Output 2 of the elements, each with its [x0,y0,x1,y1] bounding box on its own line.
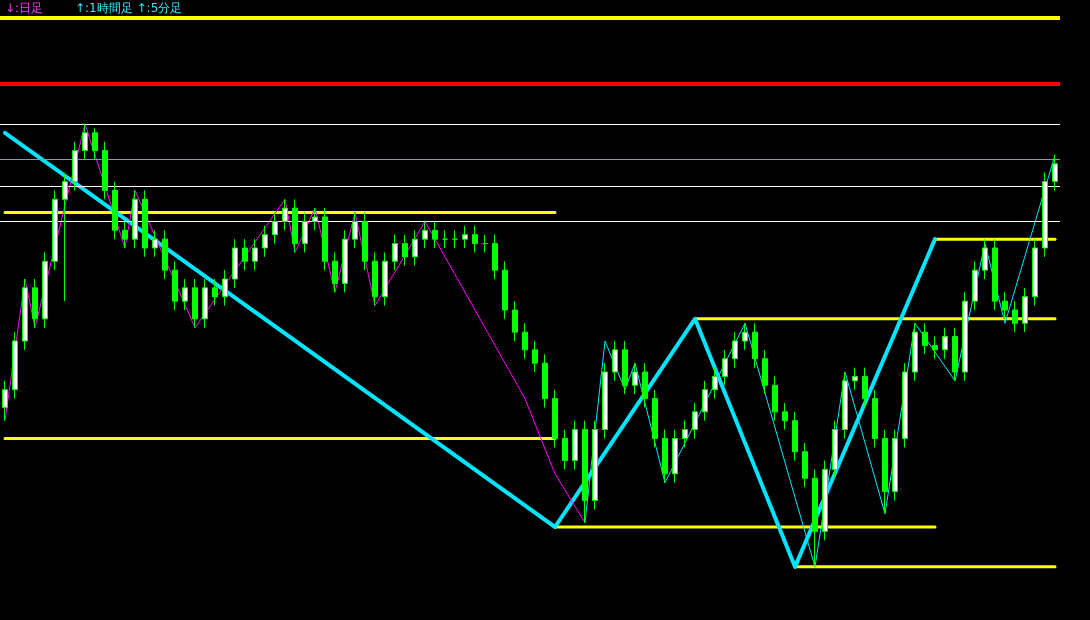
text: ↓:日足 [5,1,44,15]
text: ↑:1時間足 ↑:5分足 [75,1,183,15]
